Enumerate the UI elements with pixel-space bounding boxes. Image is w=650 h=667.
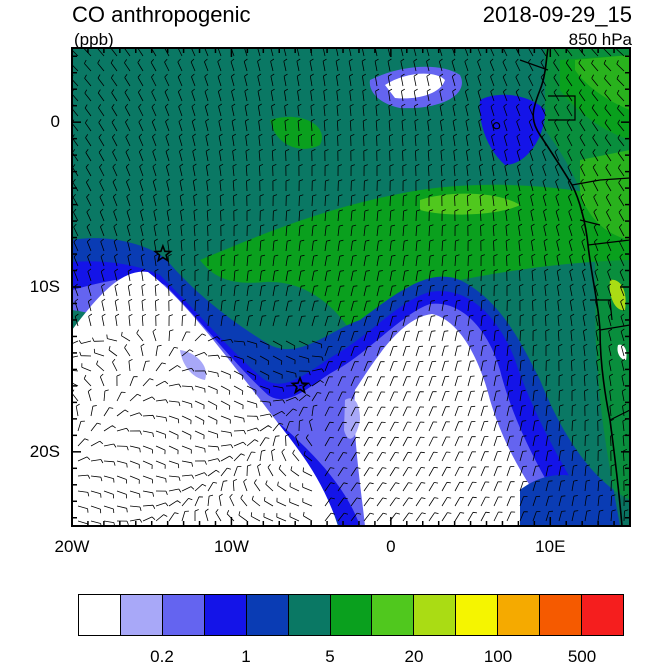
- colorbar-label: 500: [567, 647, 597, 666]
- blue-blob-gulf: [479, 94, 545, 165]
- colorbar-segment: [288, 595, 331, 635]
- co-concentration-map: [71, 47, 631, 527]
- lightblue-patch: [180, 350, 206, 380]
- colorbar-label: 100: [483, 647, 513, 666]
- lightblue-patch-east: [344, 398, 360, 439]
- colorbar-label: 20: [404, 647, 424, 666]
- colorbar-segment: [162, 595, 205, 635]
- island: [492, 122, 501, 130]
- colorbar-segment: [414, 595, 457, 635]
- colorbar-segment: [330, 595, 373, 635]
- coastline: [532, 48, 623, 526]
- low-co-region-east: [354, 314, 560, 526]
- datetime-label: 2018-09-29_15: [482, 2, 632, 27]
- wind-barbs: [72, 48, 629, 526]
- level-label: 850 hPa: [568, 30, 632, 49]
- y-tick-label: 0: [50, 112, 60, 132]
- green-patch: [270, 116, 322, 149]
- site-markers: [153, 243, 310, 395]
- axis-ticks: [71, 48, 631, 526]
- light-green-patch: [420, 193, 520, 215]
- site-star-marker: [290, 375, 310, 395]
- x-tick-label: 10W: [213, 537, 249, 556]
- colorbar-segment: [204, 595, 247, 635]
- colorbar-segment: [372, 595, 415, 635]
- green-plume: [200, 184, 630, 330]
- colorbar-segment: [582, 595, 623, 635]
- x-tick-label: 0: [386, 537, 396, 556]
- colorbar-segment: [498, 595, 541, 635]
- x-tick-label: 20W: [54, 537, 90, 556]
- colorbar-segment: [540, 595, 583, 635]
- colorbar-segment: [120, 595, 163, 635]
- units-label: (ppb): [74, 30, 114, 49]
- colorbar-segment: [456, 595, 499, 635]
- site-star-marker: [153, 243, 173, 263]
- white-blob-north: [385, 73, 445, 99]
- plot-title: CO anthropogenic: [72, 2, 251, 27]
- y-tick-label: 20S: [29, 441, 60, 461]
- colorbar-label: 1: [241, 647, 251, 666]
- x-tick-label: 10E: [535, 537, 566, 556]
- colorbar: [78, 594, 624, 636]
- colorbar-label: 5: [325, 647, 335, 666]
- land-area: [545, 48, 630, 526]
- white-patch-land: [617, 344, 627, 360]
- colorbar-label: 0.2: [150, 647, 174, 666]
- colorbar-segment: [246, 595, 289, 635]
- wind-barb-field: [72, 48, 629, 526]
- y-tick-label: 10S: [29, 277, 60, 296]
- colorbar-segment: [79, 595, 121, 635]
